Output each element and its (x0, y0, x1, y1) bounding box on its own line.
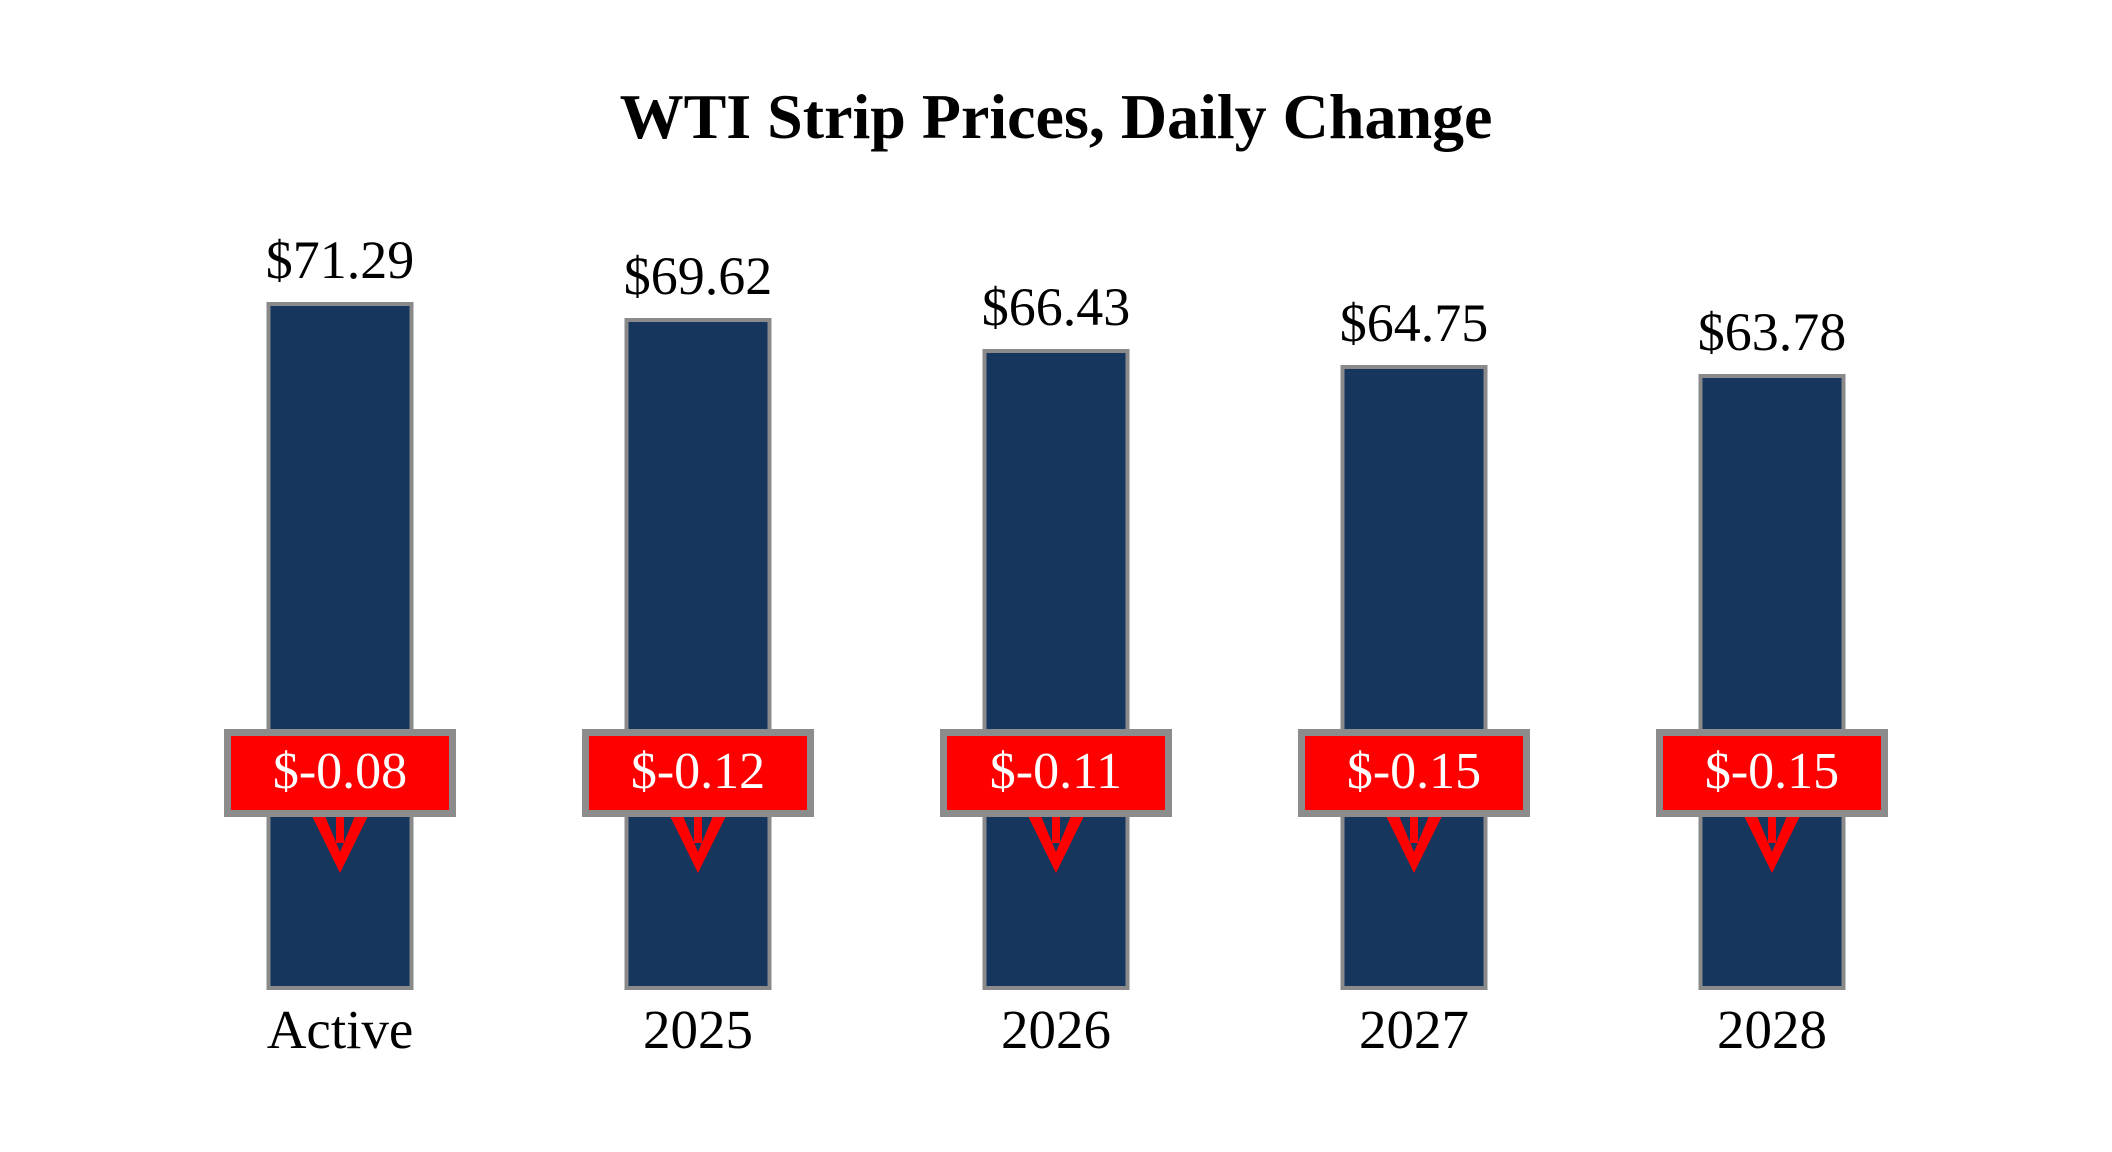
price-label: $71.29 (265, 229, 415, 290)
price-bar (266, 302, 414, 990)
chart-area: $71.29 $-0.08 Active $69.62 $-0.12 2025 … (161, 230, 1951, 1060)
price-label: $64.75 (1339, 292, 1489, 353)
change-badge: $-0.15 (1298, 729, 1530, 817)
chart-title: WTI Strip Prices, Daily Change (619, 81, 1493, 152)
bar-group: $66.43 $-0.11 2026 (877, 230, 1235, 1060)
change-badge: $-0.12 (582, 729, 814, 817)
price-bar (624, 318, 772, 990)
change-badge: $-0.11 (940, 729, 1172, 817)
price-label: $66.43 (981, 276, 1131, 337)
bar-group: $69.62 $-0.12 2025 (519, 230, 877, 1060)
category-label: 2027 (1359, 999, 1469, 1060)
down-arrow-icon (1744, 816, 1800, 873)
bar-group: $63.78 $-0.15 2028 (1593, 230, 1951, 1060)
bar-group: $64.75 $-0.15 2027 (1235, 230, 1593, 1060)
category-label: 2028 (1717, 999, 1827, 1060)
price-label: $69.62 (623, 245, 773, 306)
down-arrow-icon (670, 816, 726, 873)
change-badge: $-0.08 (224, 729, 456, 817)
down-arrow-icon (1386, 816, 1442, 873)
down-arrow-icon (1028, 816, 1084, 873)
category-label: 2025 (643, 999, 753, 1060)
change-badge: $-0.15 (1656, 729, 1888, 817)
price-bar (1698, 374, 1846, 990)
price-bar (982, 349, 1130, 990)
category-label: 2026 (1001, 999, 1111, 1060)
price-label: $63.78 (1697, 301, 1847, 362)
price-bar (1340, 365, 1488, 990)
category-label: Active (266, 999, 414, 1060)
bar-group: $71.29 $-0.08 Active (161, 230, 519, 1060)
down-arrow-icon (312, 816, 368, 873)
